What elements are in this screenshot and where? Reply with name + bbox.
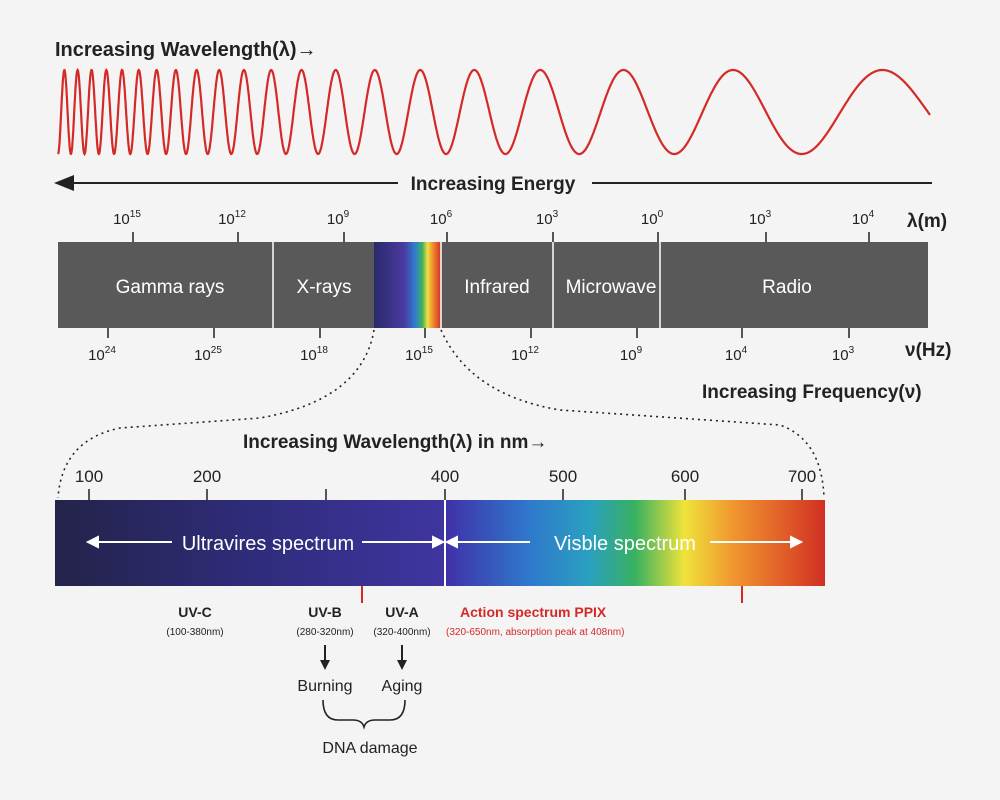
frequency-tick-label-2: 1018: [300, 345, 328, 364]
frequency-tick-label-1: 1025: [194, 345, 222, 364]
aging-label: Aging: [382, 678, 423, 695]
visible-mini-spectrum: [374, 242, 441, 328]
wavelength-tick-label-3: 106: [430, 209, 453, 228]
wavelength-unit: λ(m): [907, 211, 947, 232]
band-microwave: Microwave: [566, 277, 657, 298]
wavelength-tick-label-5: 100: [641, 209, 664, 228]
uva-range: (320-400nm): [373, 627, 430, 638]
wavelength-wave: [57, 67, 931, 157]
nm-tick-label-0: 100: [75, 467, 103, 486]
nm-tick-label-5: 700: [788, 467, 816, 486]
visible-spectrum-label: Visble spectrum: [554, 533, 696, 555]
uvc-range: (100-380nm): [166, 627, 223, 638]
uva-label: UV-A: [385, 604, 418, 620]
frequency-tick-label-6: 104: [725, 345, 748, 364]
band-radio: Radio: [762, 277, 812, 298]
visible-span-arrow: [444, 535, 804, 549]
nm-wavelength-title: Increasing Wavelength(λ) in nm→: [243, 432, 547, 453]
wavelength-tick-label-7: 104: [852, 209, 875, 228]
wavelength-tick-label-1: 1012: [218, 209, 246, 228]
spectrum-band-bar: [58, 242, 928, 328]
uvc-label: UV-C: [178, 604, 211, 620]
nm-tick-label-1: 200: [193, 467, 221, 486]
action-spectrum-label: Action spectrum PPIX: [460, 604, 607, 620]
frequency-tick-label-4: 1012: [511, 345, 539, 364]
frequency-tick-label-0: 1024: [88, 345, 116, 364]
wavelength-tick-label-0: 1015: [113, 209, 141, 228]
frequency-tick-label-5: 109: [620, 345, 643, 364]
uvb-effect-arrow: [320, 645, 330, 670]
energy-arrow: [54, 175, 932, 191]
uva-effect-arrow: [397, 645, 407, 670]
frequency-label: Increasing Frequency(ν): [702, 382, 922, 403]
top-wavelength-title: Increasing Wavelength(λ)→: [55, 39, 317, 61]
nm-ticks: 100 200 400 500 600 700: [75, 467, 816, 500]
dna-damage-brace: [322, 699, 406, 730]
wavelength-tick-label-4: 103: [536, 209, 559, 228]
frequency-unit: ν(Hz): [905, 340, 951, 361]
wavelength-ticks: 1015 1012 109 106 103 100 103 104: [113, 209, 875, 242]
frequency-tick-label-3: 1015: [405, 345, 433, 364]
band-infrared: Infrared: [464, 277, 529, 298]
band-gamma-rays: Gamma rays: [116, 277, 225, 298]
uv-spectrum-label: Ultravires spectrum: [182, 533, 354, 555]
wavelength-tick-label-6: 103: [749, 209, 772, 228]
dna-damage-label: DNA damage: [322, 740, 417, 757]
uvb-range: (280-320nm): [296, 627, 353, 638]
uvb-label: UV-B: [308, 604, 341, 620]
band-x-rays: X-rays: [297, 277, 352, 298]
nm-tick-label-2: 400: [431, 467, 459, 486]
wavelength-tick-label-2: 109: [327, 209, 350, 228]
energy-label: Increasing Energy: [411, 174, 576, 195]
nm-tick-label-4: 600: [671, 467, 699, 486]
frequency-ticks: 1024 1025 1018 1015 1012 109 104 103: [88, 328, 855, 364]
uv-span-arrow: [85, 535, 446, 549]
frequency-tick-label-7: 103: [832, 345, 855, 364]
nm-tick-label-3: 500: [549, 467, 577, 486]
burning-label: Burning: [297, 678, 352, 695]
zoom-dotted-lines: [57, 329, 825, 499]
action-spectrum-range: (320-650nm, absorption peak at 408nm): [446, 627, 624, 638]
